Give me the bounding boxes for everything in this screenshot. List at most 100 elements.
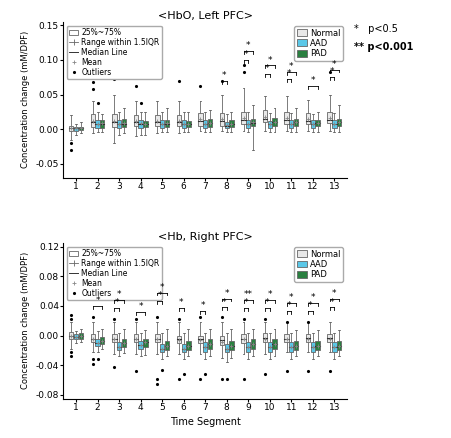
Bar	[311, 120, 315, 128]
Text: *: *	[330, 297, 334, 307]
Legend: 25%~75%, Range within 1.5IQR, Median Line, Mean, Outliers: 25%~75%, Range within 1.5IQR, Median Lin…	[67, 26, 162, 79]
Bar	[203, 342, 207, 352]
Bar	[241, 112, 246, 124]
Bar	[332, 120, 336, 128]
Bar	[306, 113, 310, 124]
Text: ** p<0.001: ** p<0.001	[354, 42, 414, 52]
Legend: 25%~75%, Range within 1.5IQR, Median Line, Mean, Outliers: 25%~75%, Range within 1.5IQR, Median Lin…	[67, 247, 162, 300]
Bar	[251, 119, 255, 126]
X-axis label: Time Segment: Time Segment	[170, 417, 241, 427]
Y-axis label: Concentration change (mM/DPF): Concentration change (mM/DPF)	[21, 31, 30, 168]
Bar	[74, 334, 78, 339]
Bar	[327, 112, 332, 123]
Bar	[294, 119, 298, 126]
Bar	[229, 120, 234, 127]
Bar	[241, 334, 246, 343]
Text: *: *	[225, 289, 229, 298]
Bar	[198, 113, 202, 126]
Bar	[155, 334, 160, 342]
Bar	[160, 120, 164, 128]
Text: *: *	[265, 64, 270, 73]
Text: *: *	[160, 283, 165, 292]
Title: <HbO, Left PFC>: <HbO, Left PFC>	[158, 11, 253, 21]
Bar	[220, 336, 224, 345]
Bar	[122, 339, 126, 347]
Bar	[251, 339, 255, 349]
Text: *: *	[201, 301, 205, 310]
Bar	[100, 337, 105, 344]
Text: *: *	[179, 298, 184, 307]
Bar	[177, 336, 181, 343]
Text: *: *	[332, 60, 336, 69]
Bar	[160, 344, 164, 352]
Text: *: *	[115, 298, 119, 307]
Bar	[208, 120, 212, 127]
Text: *: *	[311, 293, 315, 302]
Title: <Hb, Right PFC>: <Hb, Right PFC>	[158, 232, 253, 242]
Bar	[143, 339, 147, 347]
Text: *: *	[289, 62, 294, 71]
Bar	[263, 332, 267, 342]
Bar	[285, 334, 289, 342]
Bar	[203, 120, 207, 128]
Bar	[181, 120, 186, 128]
Bar	[306, 334, 310, 342]
Bar	[225, 122, 229, 128]
Bar	[246, 342, 250, 352]
Bar	[311, 342, 315, 352]
Bar	[78, 333, 83, 339]
Bar	[208, 339, 212, 349]
Text: *: *	[287, 70, 291, 78]
Bar	[78, 127, 83, 130]
Text: *: *	[244, 50, 248, 59]
Y-axis label: Concentration change (mM/DPF): Concentration change (mM/DPF)	[21, 252, 30, 389]
Text: *: *	[222, 297, 226, 307]
Text: *: *	[287, 301, 291, 310]
Bar	[337, 341, 341, 350]
Text: **: **	[244, 290, 253, 299]
Bar	[220, 113, 224, 126]
Bar	[100, 120, 105, 128]
Bar	[112, 334, 116, 342]
Text: *: *	[95, 296, 100, 305]
Text: *: *	[267, 56, 272, 65]
Bar	[69, 332, 74, 339]
Text: *: *	[117, 290, 121, 299]
Bar	[263, 110, 267, 122]
Bar	[315, 120, 320, 126]
Text: *: *	[311, 76, 315, 85]
Bar	[315, 341, 320, 350]
Bar	[332, 342, 336, 352]
Bar	[91, 114, 95, 127]
Bar	[122, 120, 126, 127]
Bar	[267, 121, 272, 128]
Text: *: *	[267, 290, 272, 299]
Bar	[181, 344, 186, 352]
Bar	[186, 121, 191, 127]
Bar	[198, 336, 202, 343]
Bar	[117, 342, 121, 350]
Bar	[177, 115, 181, 126]
Bar	[294, 341, 298, 350]
Bar	[96, 120, 100, 128]
Bar	[327, 334, 332, 342]
Text: *: *	[246, 41, 250, 50]
Bar	[138, 120, 143, 128]
Bar	[267, 342, 272, 352]
Bar	[74, 127, 78, 131]
Bar	[117, 120, 121, 128]
Bar	[337, 119, 341, 126]
Bar	[165, 120, 169, 127]
Text: *   p<0.5: * p<0.5	[354, 24, 398, 34]
Text: *: *	[265, 298, 270, 307]
Bar	[285, 112, 289, 124]
Bar	[134, 115, 138, 126]
Bar	[289, 342, 294, 352]
Bar	[186, 341, 191, 350]
Text: *: *	[308, 301, 313, 310]
Bar	[155, 115, 160, 126]
Bar	[91, 334, 95, 342]
Text: *: *	[332, 289, 336, 298]
Text: *: *	[244, 298, 248, 307]
Bar	[112, 114, 116, 127]
